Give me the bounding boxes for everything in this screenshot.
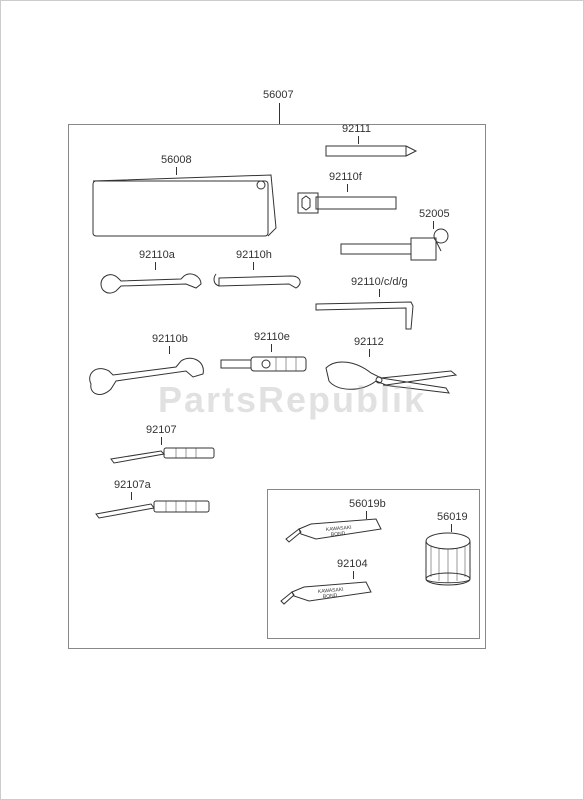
svg-text:BOND: BOND [331, 531, 346, 538]
part-label: 92110e [254, 331, 290, 343]
tool-pouch-icon [91, 173, 281, 243]
part-label: 52005 [419, 208, 450, 220]
part-label: 92110/c/d/g [351, 276, 408, 288]
part-label: 92107a [114, 479, 151, 491]
hook-spanner-icon [211, 266, 311, 296]
screwdriver-alt-icon [91, 496, 221, 526]
tube-icon: KAWASAKI BOND [281, 514, 401, 554]
open-wrench-large-icon [81, 349, 211, 409]
open-wrench-icon [96, 266, 206, 301]
part-label: 92110b [152, 333, 188, 345]
svg-text:BOND: BOND [323, 593, 338, 600]
title-label: 56007 [263, 89, 294, 101]
part-label: 56019b [349, 498, 386, 510]
screwdriver-handle-icon [216, 349, 316, 379]
leader-line [279, 103, 280, 124]
pliers-icon [321, 353, 461, 408]
oil-filter-icon [421, 531, 476, 591]
part-label: 92104 [337, 558, 368, 570]
part-label: 56019 [437, 511, 468, 523]
socket-wrench-icon [296, 189, 406, 219]
part-label: 92112 [354, 336, 384, 348]
chisel-icon [321, 141, 421, 166]
part-label: 56008 [161, 154, 192, 166]
screwdriver-icon [106, 441, 226, 471]
part-label: 92111 [342, 123, 371, 135]
part-label: 92110h [236, 249, 272, 261]
part-label: 92110f [329, 171, 362, 183]
l-wrench-icon [311, 294, 441, 334]
gauge-tool-icon [336, 226, 456, 266]
diagram-container: PartsRepublik 56007 56008 92111 92110f 5… [0, 0, 584, 800]
part-label: 92107 [146, 424, 177, 436]
tube-small-icon: KAWASAKI BOND [276, 576, 391, 616]
part-label: 92110a [139, 249, 175, 261]
